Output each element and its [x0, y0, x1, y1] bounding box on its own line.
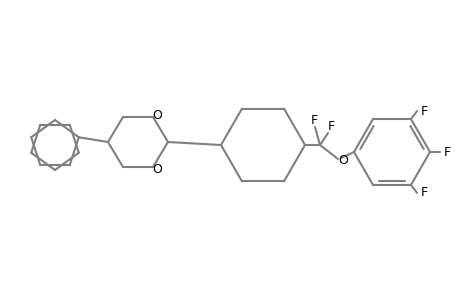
- Text: F: F: [442, 146, 449, 158]
- Text: F: F: [310, 113, 317, 127]
- Text: F: F: [327, 119, 334, 133]
- Text: O: O: [152, 109, 162, 122]
- Text: O: O: [152, 163, 162, 176]
- Text: F: F: [420, 105, 426, 118]
- Text: O: O: [337, 154, 347, 166]
- Text: F: F: [420, 186, 426, 200]
